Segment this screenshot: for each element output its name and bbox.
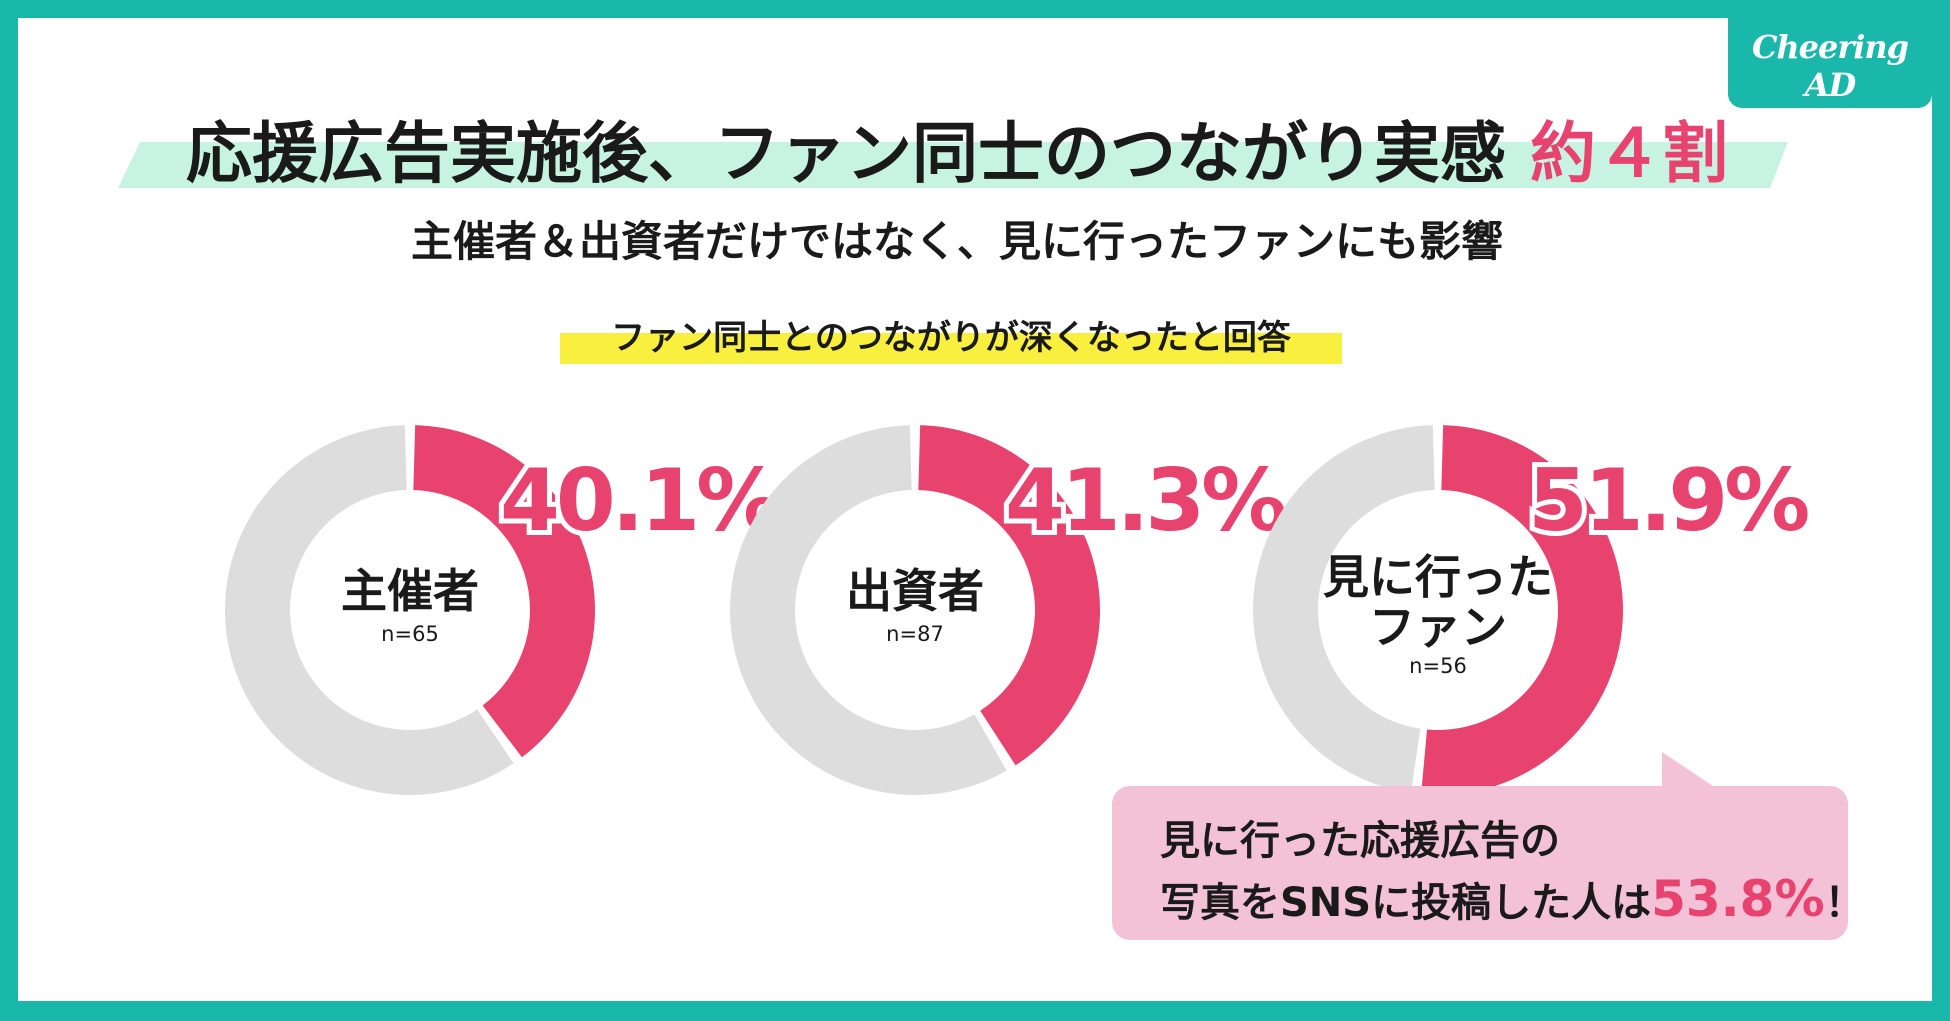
callout-text: 見に行った応援広告の 写真をSNSに投稿した人は53.8%！: [1160, 812, 1865, 932]
donut-sample-size: n=56: [1409, 654, 1467, 678]
brand-logo: Cheering AD jeki 応援広告事務局: [1728, 18, 1932, 122]
donut-value-slice: [413, 425, 596, 758]
donut-svg: 40.1% 主催者 n=65: [225, 425, 789, 796]
donut-percent-label: 51.9%: [1528, 451, 1808, 551]
donut-sample-size: n=65: [381, 622, 439, 646]
page-subtitle: 主催者＆出資者だけではなく、見に行ったファンにも影響: [410, 217, 1503, 266]
callout-box: [1112, 786, 1848, 940]
donut-value-slice: [918, 425, 1100, 766]
donut-category-label: 出資者: [846, 564, 984, 618]
callout-line2: 写真をSNSに投稿した人は53.8%！: [1160, 870, 1865, 932]
callout-value: 53.8%: [1651, 870, 1825, 928]
donut-value-slice: [1421, 425, 1623, 795]
title-accent: 約４割: [1530, 115, 1728, 192]
donut-category-label-line1: 見に行った: [1323, 550, 1553, 604]
page-title: 応援広告実施後、ファン同士のつながり実感 約４割: [0, 100, 1914, 196]
donut-percent-label: 40.1%: [500, 451, 780, 551]
callout-line1: 見に行った応援広告の: [1160, 818, 1560, 864]
callout-suffix: ！: [1824, 880, 1865, 926]
title-main: 応援広告実施後、ファン同士のつながり実感: [186, 115, 1506, 192]
donut-category-label: 主催者: [341, 564, 479, 618]
title-highlight-band: [118, 142, 1788, 188]
donut-remainder-slice: [730, 425, 1007, 795]
logo-brand-text: Cheering AD: [1751, 28, 1909, 104]
chart-question-label: ファン同士とのつながりが深くなったと回答: [560, 312, 1342, 364]
donut-chart-organizer: 40.1% 主催者 n=65: [200, 395, 789, 796]
logo-sub-text: jeki 応援広告事務局: [1773, 108, 1887, 122]
donut-category-label-line2: ファン: [1369, 600, 1507, 654]
donut-chart-visitor-fans: 51.9% 見に行った ファン n=56: [1228, 395, 1817, 795]
callout-line2-text: 写真をSNSに投稿した人は: [1160, 880, 1652, 926]
donut-svg: 51.9% 見に行った ファン n=56: [1252, 425, 1817, 795]
donut-remainder-slice: [1252, 425, 1435, 793]
donut-sample-size: n=87: [886, 622, 944, 646]
donut-svg: 41.3% 出資者 n=87: [730, 425, 1294, 795]
donut-percent-label: 41.3%: [1005, 451, 1285, 551]
donut-remainder-slice: [225, 425, 514, 796]
donut-chart-investor: 41.3% 出資者 n=87: [705, 395, 1294, 795]
